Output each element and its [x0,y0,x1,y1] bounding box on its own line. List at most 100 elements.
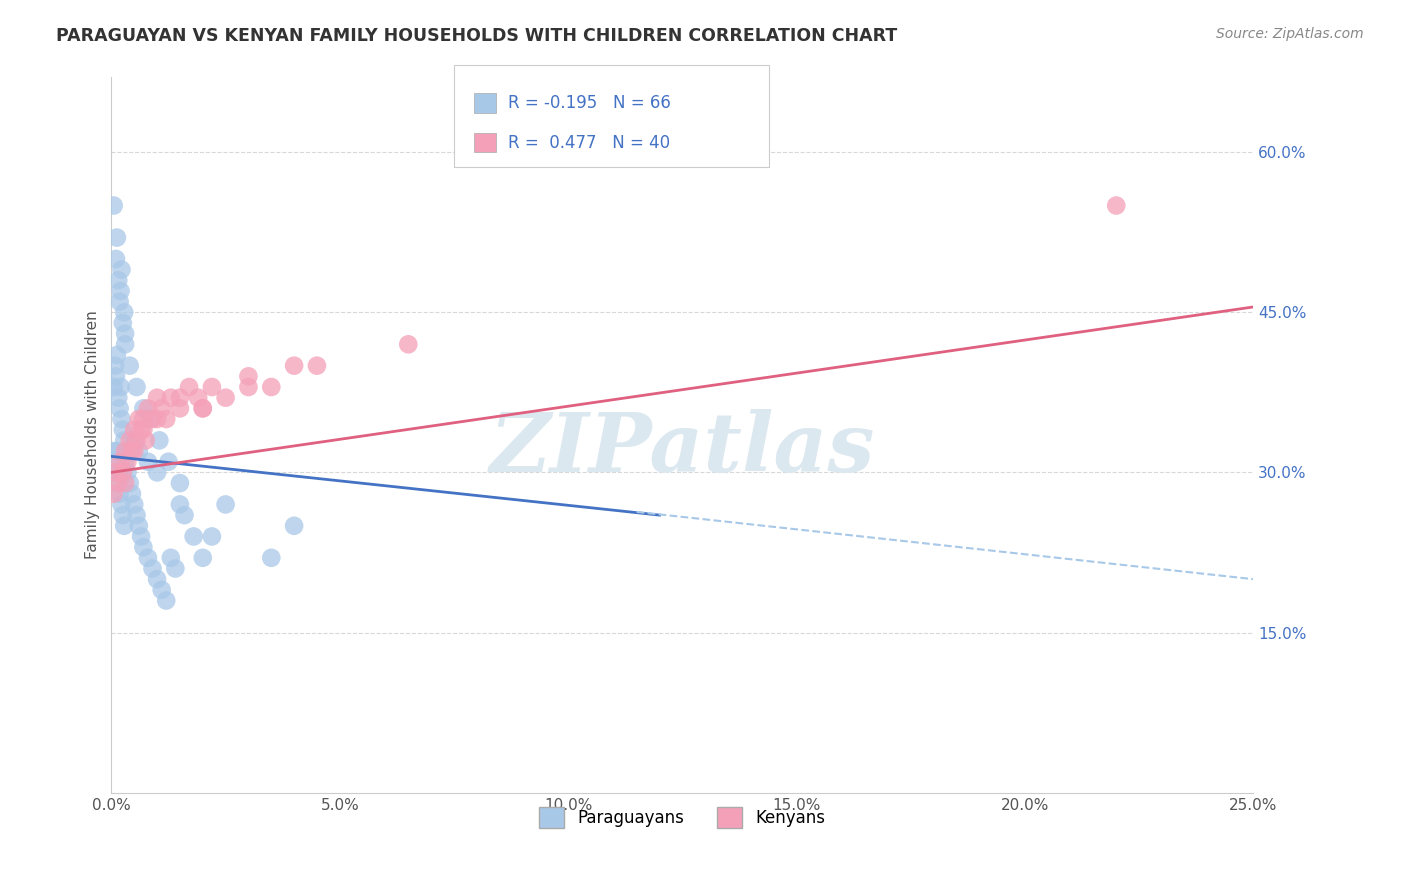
Point [136,455,159,469]
Point [110,262,132,277]
Point [191,401,214,416]
Point [159,550,181,565]
Point [132,412,155,426]
Point [110,466,132,480]
Point [165,561,187,575]
Point [107,273,129,287]
Point [114,455,136,469]
Point [141,412,163,426]
Point [214,391,236,405]
Point [105,348,128,362]
Point [128,412,150,426]
Point [150,582,173,597]
Point [104,359,127,373]
Point [169,401,191,416]
Point [114,326,136,341]
Point [283,518,305,533]
Point [201,529,224,543]
Point [173,508,195,522]
Point [121,487,143,501]
Point [148,434,170,448]
Point [238,369,260,384]
Point [128,518,150,533]
Point [108,401,131,416]
Point [104,369,127,384]
Point [177,380,200,394]
Point [118,476,141,491]
Point [118,359,141,373]
Point [191,401,214,416]
Point [125,434,148,448]
Point [125,508,148,522]
Point [159,391,181,405]
Point [110,498,132,512]
Text: ZIPatlas: ZIPatlas [489,409,875,490]
Point [146,412,169,426]
Point [110,455,132,469]
Point [121,444,143,458]
Point [112,305,135,319]
Point [283,359,305,373]
Point [104,455,127,469]
Point [260,380,283,394]
Point [155,412,177,426]
Point [132,540,155,554]
Point [108,294,131,309]
Point [114,476,136,491]
Point [122,498,145,512]
Point [150,401,173,416]
Point [1105,198,1128,212]
Point [146,391,169,405]
Text: R = -0.195   N = 66: R = -0.195 N = 66 [508,95,671,112]
Point [114,444,136,458]
Point [183,529,205,543]
Point [141,561,163,575]
Point [107,391,129,405]
Point [305,359,328,373]
Point [169,391,191,405]
Point [111,466,134,480]
Point [136,550,159,565]
Point [129,529,152,543]
Text: PARAGUAYAN VS KENYAN FAMILY HOUSEHOLDS WITH CHILDREN CORRELATION CHART: PARAGUAYAN VS KENYAN FAMILY HOUSEHOLDS W… [56,27,897,45]
Point [110,380,132,394]
Point [191,550,214,565]
Point [103,487,125,501]
Legend: Paraguayans, Kenyans: Paraguayans, Kenyans [533,801,832,834]
Point [103,198,125,212]
Point [122,444,145,458]
Point [111,423,134,437]
Point [104,466,127,480]
Point [169,476,191,491]
Point [107,476,129,491]
Point [128,444,150,458]
Point [136,401,159,416]
Point [146,466,169,480]
Point [118,434,141,448]
Point [111,508,134,522]
Point [139,412,162,426]
Point [104,252,127,266]
Point [107,476,129,491]
Point [122,434,145,448]
Point [135,434,157,448]
Point [117,455,139,469]
Text: R =  0.477   N = 40: R = 0.477 N = 40 [508,134,669,152]
Point [146,572,169,586]
Y-axis label: Family Households with Children: Family Households with Children [86,310,100,559]
Point [104,466,127,480]
Point [111,316,134,330]
Point [157,455,180,469]
Point [187,391,209,405]
Point [396,337,419,351]
Point [201,380,224,394]
Point [260,550,283,565]
Point [122,423,145,437]
Point [103,444,125,458]
Point [125,380,148,394]
Point [129,423,152,437]
Point [103,380,125,394]
Point [169,498,191,512]
Point [155,593,177,607]
Point [105,230,128,244]
